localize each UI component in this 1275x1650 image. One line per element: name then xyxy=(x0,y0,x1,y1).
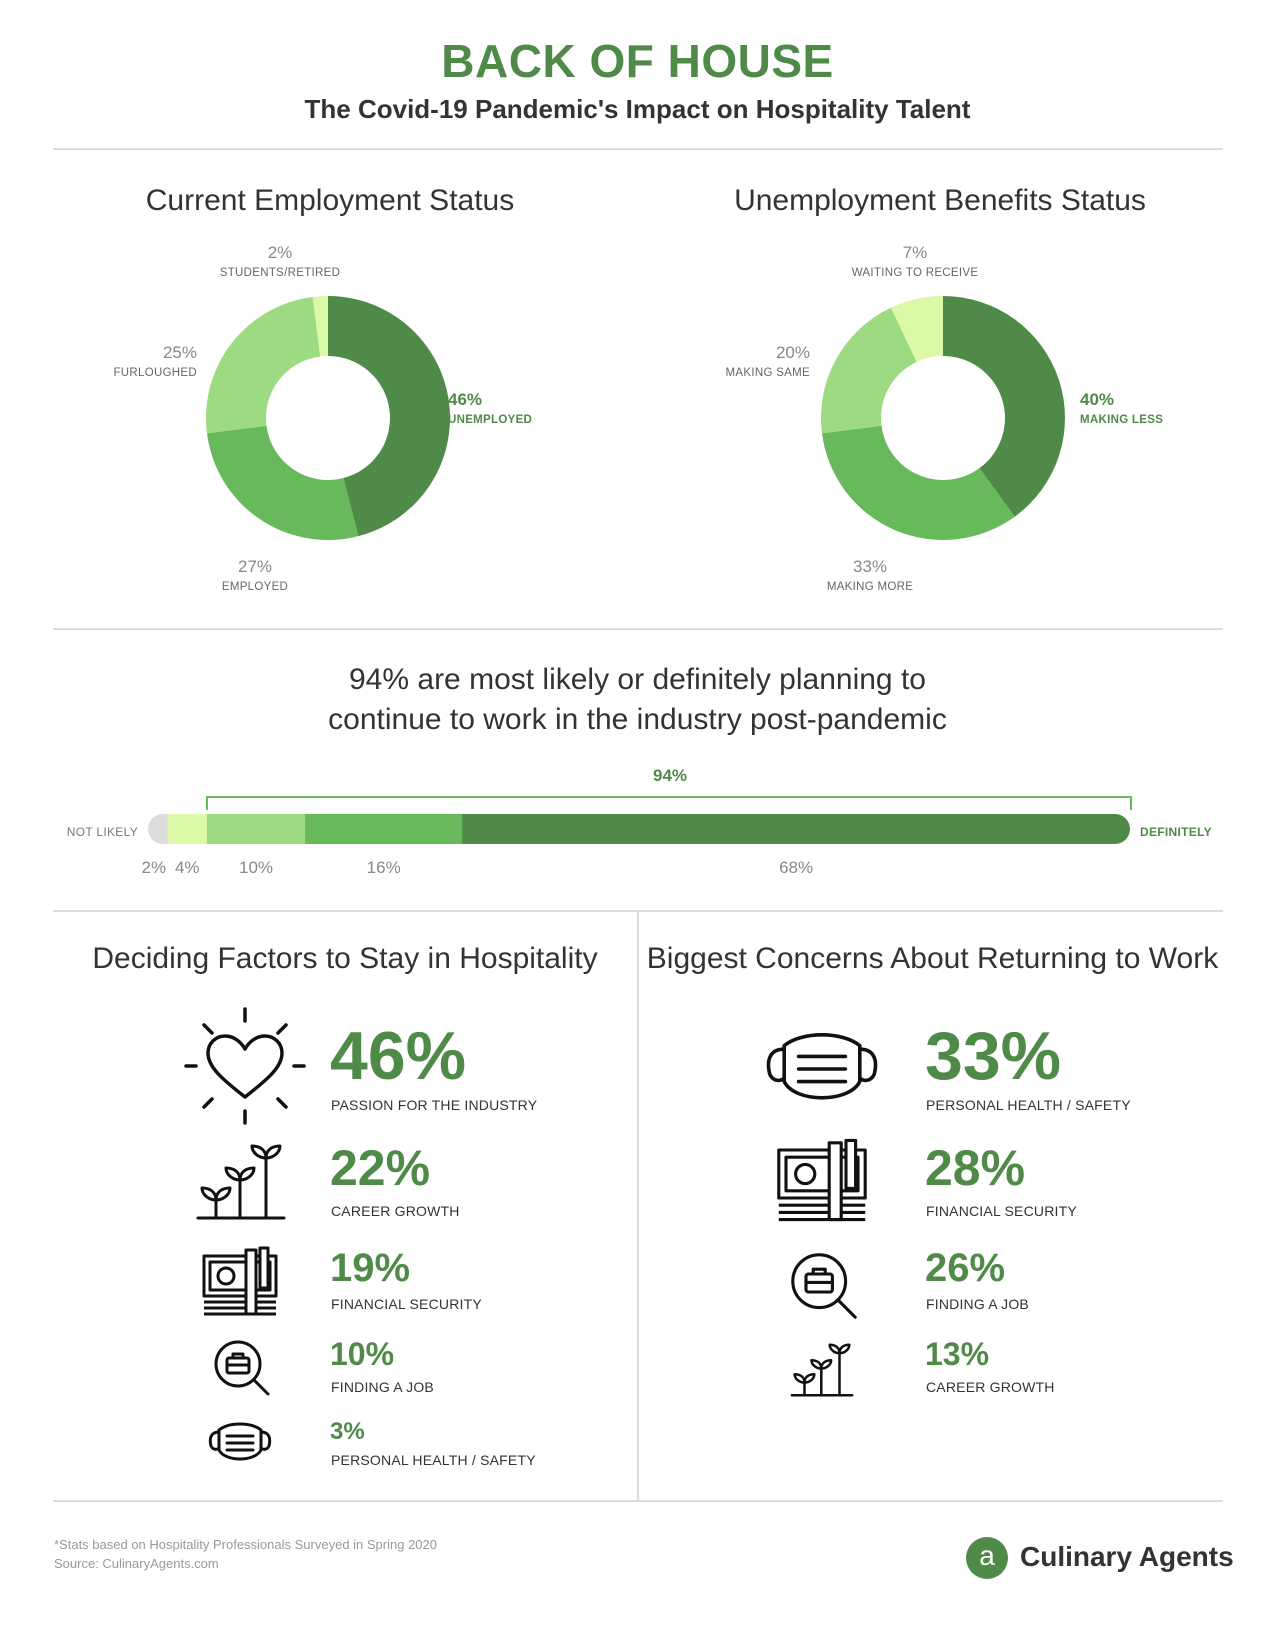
bar-pct-label-4: 4% xyxy=(174,858,200,877)
divider xyxy=(53,910,1223,912)
footer-note: *Stats based on Hospitality Professional… xyxy=(54,1537,437,1552)
page-title: BACK OF HOUSE xyxy=(441,35,834,87)
bar-pct-label-2: 2% xyxy=(141,858,167,877)
divider xyxy=(53,628,1223,630)
employment-slice-students-retired xyxy=(312,296,328,357)
bar-pct-label-16: 16% xyxy=(366,858,401,877)
divider xyxy=(53,148,1223,150)
concern-pct-financial: 28% xyxy=(925,1140,1026,1196)
likelihood-headline: 94% are most likely or definitely planni… xyxy=(0,660,1275,740)
benefits-slice-waiting-to-receive xyxy=(891,296,943,362)
slice-pct-making-less: 40% xyxy=(1080,390,1115,409)
slice-label-students: STUDENTS/RETIRED xyxy=(219,267,341,279)
slice-pct-making-more: 33% xyxy=(852,557,888,576)
mask-icon xyxy=(760,1024,884,1114)
slice-pct-employed: 27% xyxy=(237,557,273,576)
brand-logo-icon: a xyxy=(966,1537,1008,1579)
concern-label-career: CAREER GROWTH xyxy=(926,1379,1055,1395)
slice-label-furloughed: FURLOUGHED xyxy=(113,367,197,379)
concern-label-health: PERSONAL HEALTH / SAFETY xyxy=(926,1097,1131,1113)
factor-label-finding-job: FINDING A JOB xyxy=(331,1379,434,1395)
concern-pct-career: 13% xyxy=(925,1336,990,1372)
bar-segment-10 xyxy=(206,814,306,844)
employment-slice-unemployed xyxy=(328,296,450,537)
likelihood-stacked-bar xyxy=(148,814,1130,844)
slice-label-making-more: MAKING MORE xyxy=(826,581,914,593)
factor-label-health: PERSONAL HEALTH / SAFETY xyxy=(331,1452,536,1468)
slice-pct-waiting: 7% xyxy=(902,243,928,262)
slice-label-unemployed: UNEMPLOYED xyxy=(448,414,533,426)
slice-label-making-less: MAKING LESS xyxy=(1080,414,1164,426)
benefits-donut-chart xyxy=(821,296,1065,540)
benefits-slice-making-less xyxy=(943,296,1065,517)
concern-pct-health: 33% xyxy=(925,1018,1062,1094)
bar-segment-2 xyxy=(148,814,169,844)
bar-pct-label-68: 68% xyxy=(779,858,814,877)
sprout-icon xyxy=(196,1142,286,1222)
bracket-label: 94% xyxy=(652,766,688,785)
money-icon xyxy=(202,1246,278,1316)
divider xyxy=(53,1500,1223,1502)
factor-pct-career: 22% xyxy=(330,1140,431,1196)
bar-right-label: DEFINITELY xyxy=(1140,825,1212,839)
bar-segment-16 xyxy=(305,814,463,844)
mask-icon xyxy=(207,1418,273,1468)
bar-left-label: NOT LIKELY xyxy=(66,825,138,839)
slice-label-making-same: MAKING SAME xyxy=(725,367,810,379)
factor-label-career: CAREER GROWTH xyxy=(331,1203,460,1219)
benefits-title: Unemployment Benefits Status xyxy=(734,184,1146,217)
heart-icon xyxy=(182,1005,308,1127)
factors-title: Deciding Factors to Stay in Hospitality xyxy=(92,942,598,975)
benefits-slice-making-more xyxy=(821,425,1015,540)
concern-label-financial: FINANCIAL SECURITY xyxy=(926,1203,1077,1219)
job-search-icon xyxy=(788,1250,860,1322)
employment-slice-furloughed xyxy=(206,296,321,434)
bar-segment-4 xyxy=(167,814,208,844)
bracket-94 xyxy=(206,796,1132,810)
employment-donut-chart xyxy=(206,296,450,540)
factor-label-passion: PASSION FOR THE INDUSTRY xyxy=(331,1097,538,1113)
headline-line-1: 94% are most likely or definitely planni… xyxy=(349,663,926,696)
employment-title: Current Employment Status xyxy=(145,184,515,217)
factor-label-financial: FINANCIAL SECURITY xyxy=(331,1296,482,1312)
slice-pct-unemployed: 46% xyxy=(448,390,483,409)
slice-label-employed: EMPLOYED xyxy=(221,581,289,593)
concern-pct-finding-job: 26% xyxy=(925,1246,1006,1290)
concerns-title: Biggest Concerns About Returning to Work xyxy=(646,942,1219,975)
vertical-divider xyxy=(637,912,639,1500)
slice-label-waiting: WAITING TO RECEIVE xyxy=(851,267,979,279)
slice-pct-furloughed: 25% xyxy=(162,343,197,362)
page-subtitle: The Covid-19 Pandemic's Impact on Hospit… xyxy=(304,94,971,124)
benefits-slice-making-same xyxy=(821,307,917,434)
factor-pct-finding-job: 10% xyxy=(330,1336,395,1372)
factor-pct-passion: 46% xyxy=(330,1018,467,1094)
bar-segment-68 xyxy=(462,814,1130,844)
bar-pct-label-10: 10% xyxy=(239,858,274,877)
factor-pct-financial: 19% xyxy=(330,1246,411,1290)
brand-name: Culinary Agents xyxy=(1020,1541,1234,1572)
footer-source: Source: CulinaryAgents.com xyxy=(54,1556,219,1571)
factor-pct-health: 3% xyxy=(330,1418,365,1445)
slice-pct-making-same: 20% xyxy=(775,343,810,362)
slice-pct-students: 2% xyxy=(267,243,293,262)
footer-notes: *Stats based on Hospitality Professional… xyxy=(54,1535,437,1573)
headline-line-2: continue to work in the industry post-pa… xyxy=(328,703,947,736)
job-search-icon xyxy=(212,1338,272,1398)
sprout-icon xyxy=(790,1342,854,1398)
concern-label-finding-job: FINDING A JOB xyxy=(926,1296,1029,1312)
employment-slice-employed xyxy=(206,425,359,540)
money-icon xyxy=(776,1138,868,1222)
